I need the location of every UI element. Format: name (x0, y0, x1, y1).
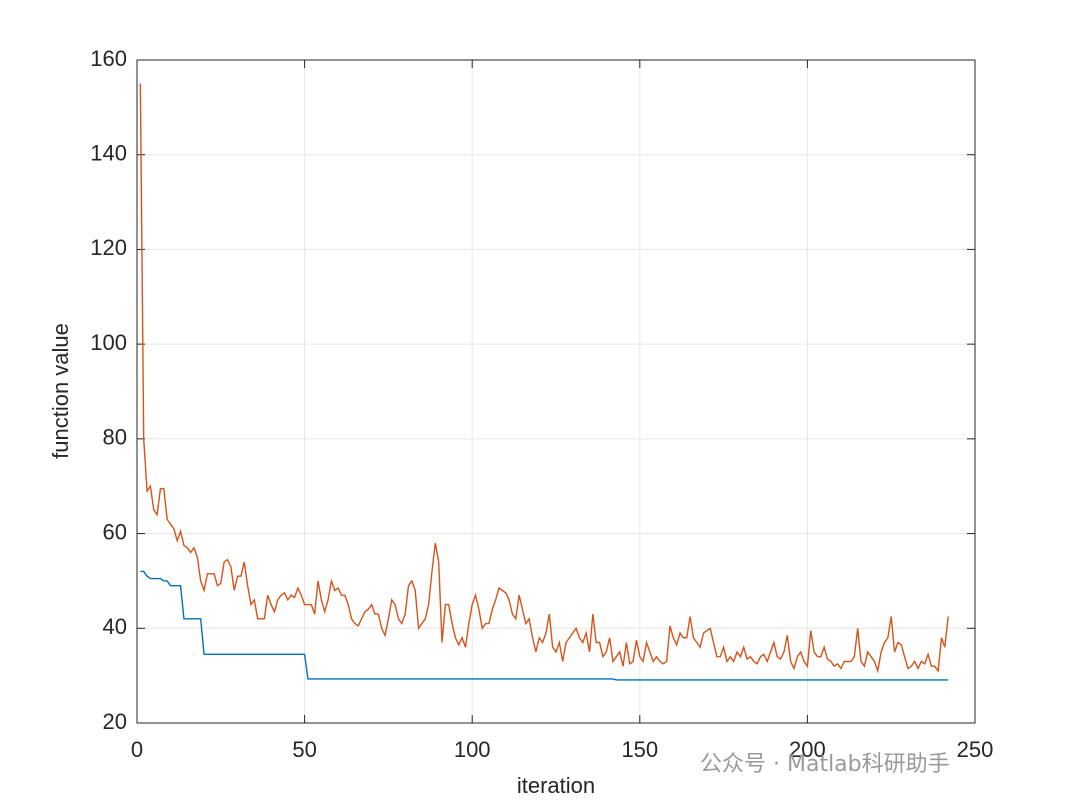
x-tick-label: 200 (789, 737, 826, 762)
data-line (139, 83, 949, 674)
y-tick-label: 100 (90, 330, 127, 355)
y-axis-label: function value (48, 323, 73, 459)
y-tick-label: 160 (90, 46, 127, 71)
y-tick-label: 60 (103, 519, 127, 544)
x-tick-label: 150 (621, 737, 658, 762)
y-tick-label: 80 (103, 425, 127, 450)
x-tick-label: 250 (957, 737, 994, 762)
x-tick-label: 100 (454, 737, 491, 762)
y-tick-label: 40 (103, 614, 127, 639)
y-tick-label: 140 (90, 141, 127, 166)
data-line (140, 570, 949, 681)
x-tick-label: 0 (131, 737, 143, 762)
plot-area (137, 60, 975, 723)
y-tick-label: 20 (103, 709, 127, 734)
axes-box (136, 59, 976, 724)
x-axis-label: iteration (517, 773, 595, 798)
y-tick-label: 120 (90, 235, 127, 260)
watermark: 公众号 · Matlab科研助手 (700, 752, 950, 777)
x-tick-label: 50 (292, 737, 316, 762)
